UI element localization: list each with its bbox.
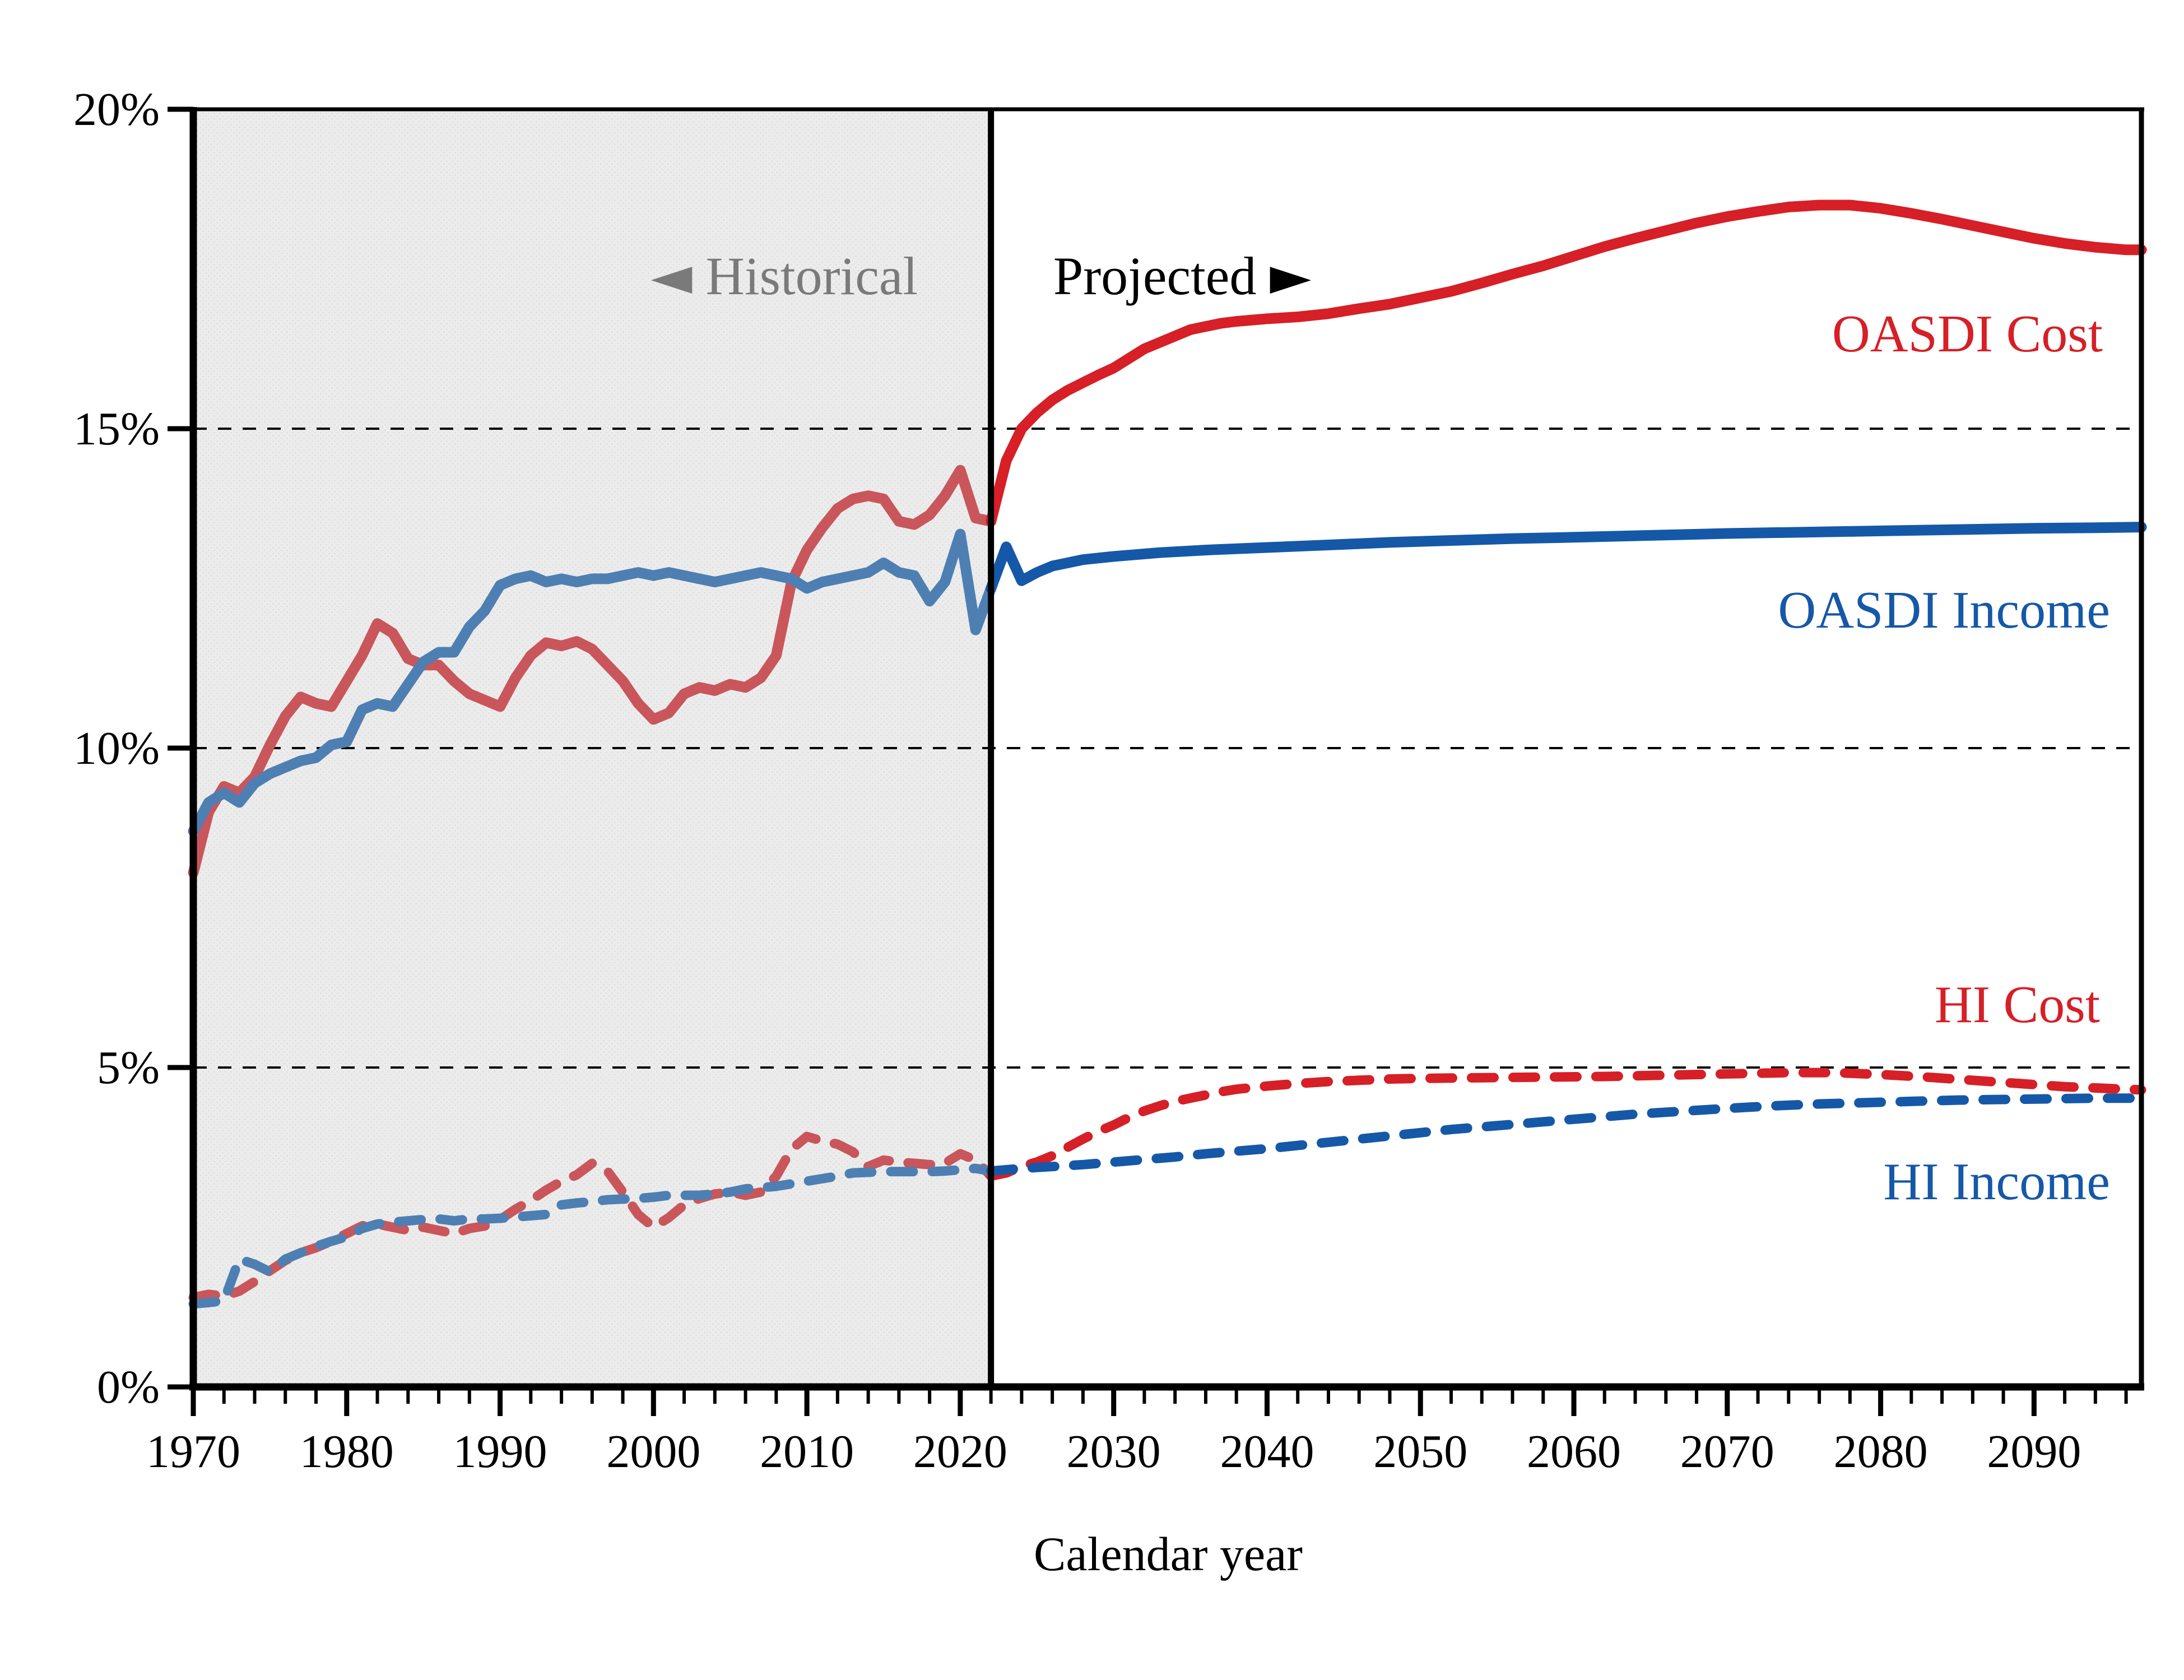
x-tick-label-2000: 2000 [606, 1426, 700, 1478]
historical-region-label: ◄ Historical [650, 244, 918, 307]
x-tick-label-2070: 2070 [1680, 1426, 1774, 1478]
oasdi-cost-series-label: OASDI Cost [1832, 305, 2103, 363]
x-tick-label-2040: 2040 [1220, 1426, 1314, 1478]
y-tick-label-0: 0% [97, 1361, 160, 1413]
x-tick-label-2010: 2010 [760, 1426, 854, 1478]
x-axis-title: Calendar year [1034, 1527, 1303, 1581]
x-tick-label-2080: 2080 [1834, 1426, 1928, 1478]
series-hi-cost-projected [986, 1068, 2146, 1181]
series-hi-income-historical [188, 1163, 996, 1309]
x-tick-label-2050: 2050 [1373, 1426, 1467, 1478]
x-tick-label-2030: 2030 [1067, 1426, 1161, 1478]
x-tick-label-1980: 1980 [300, 1426, 394, 1478]
series-oasdi-cost-projected [986, 199, 2147, 527]
y-tick-label-20: 20% [73, 83, 160, 136]
x-tick-label-1970: 1970 [146, 1426, 240, 1478]
x-tick-label-1990: 1990 [453, 1426, 547, 1478]
series-hi-income-projected [986, 1093, 2146, 1176]
oasdi-income-series-label: OASDI Income [1778, 581, 2110, 639]
hi-income-series-label: HI Income [1883, 1153, 2110, 1211]
projected-region-label: Projected ► [1053, 244, 1312, 307]
x-tick-label-2020: 2020 [913, 1426, 1007, 1478]
y-tick-label-5: 5% [97, 1042, 160, 1094]
x-tick-label-2060: 2060 [1527, 1426, 1621, 1478]
right-arrow-icon: ► [1270, 244, 1312, 307]
left-arrow-icon: ◄ [650, 244, 693, 307]
hi-cost-series-label: HI Cost [1934, 976, 2100, 1034]
series-oasdi-cost-historical [188, 465, 997, 878]
x-tick-label-2090: 2090 [1987, 1426, 2081, 1478]
series-oasdi-income-projected [986, 522, 2147, 594]
y-tick-label-10: 10% [73, 722, 160, 774]
series-oasdi-income-historical [188, 528, 997, 837]
y-tick-label-15: 15% [73, 403, 160, 455]
